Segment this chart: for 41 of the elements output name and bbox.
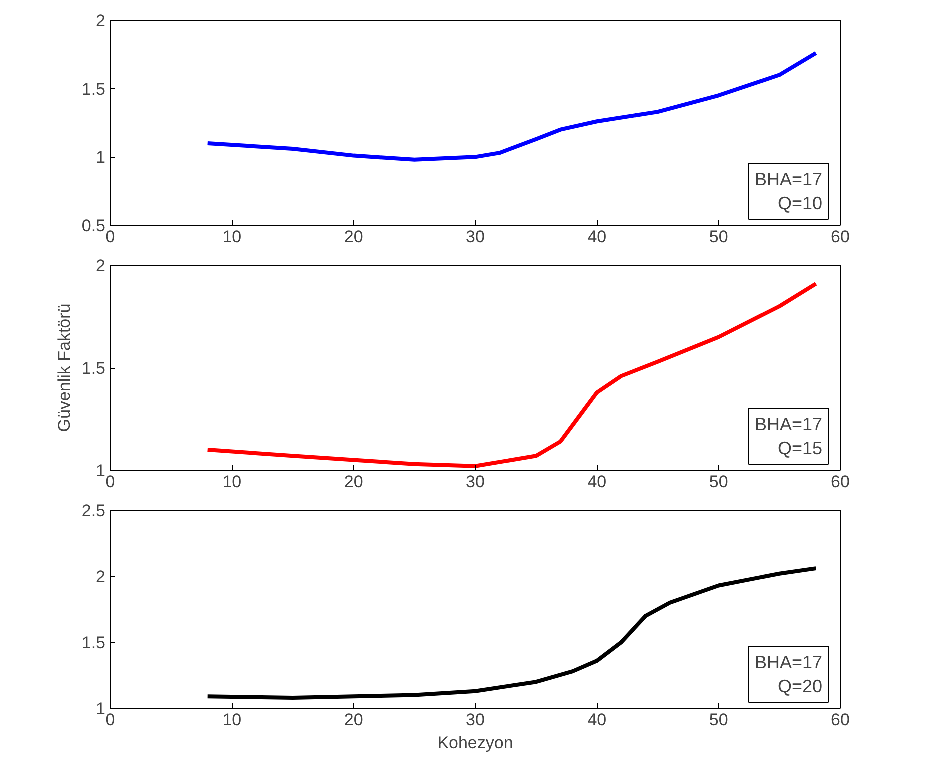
x-tick-label: 40 — [588, 710, 607, 730]
x-tick-label: 50 — [709, 472, 728, 492]
y-tick-label: 0.5 — [82, 216, 106, 236]
x-tick-label: 30 — [466, 710, 485, 730]
annotation: BHA=17 — [754, 652, 823, 672]
x-tick-label: 60 — [831, 228, 850, 246]
x-tick-label: 0 — [106, 472, 116, 492]
y-tick-label: 1.5 — [82, 359, 106, 378]
x-tick-label: 0 — [106, 710, 116, 730]
y-tick-label: 2 — [96, 568, 106, 586]
x-tick-label: 40 — [588, 472, 607, 492]
x-tick-label: 30 — [466, 472, 485, 492]
x-tick-label: 10 — [222, 228, 242, 246]
y-tick-label: 1 — [96, 700, 106, 718]
annotation: Q=15 — [778, 438, 823, 458]
x-tick-label: 30 — [466, 228, 485, 246]
x-tick-label: 20 — [344, 710, 364, 730]
x-tick-label: 60 — [831, 710, 850, 730]
annotation: Q=20 — [778, 676, 823, 696]
y-tick-label: 1 — [96, 148, 106, 168]
x-tick-label: 50 — [709, 710, 728, 730]
annotation: Q=10 — [778, 194, 823, 214]
y-axis-title: Güvenlik Faktörü — [54, 304, 74, 432]
x-tick-label: 20 — [344, 228, 364, 246]
annotation: BHA=17 — [754, 414, 823, 434]
x-tick-label: 50 — [709, 228, 728, 246]
x-tick-label: 60 — [831, 472, 850, 492]
y-tick-label: 2 — [96, 12, 106, 30]
x-tick-label: 40 — [588, 228, 607, 246]
y-tick-label: 1.5 — [82, 634, 106, 652]
x-tick-label: 10 — [222, 710, 242, 730]
y-tick-label: 1 — [96, 462, 106, 480]
y-tick-label: 2 — [96, 256, 106, 276]
x-axis-title: Kohezyon — [438, 734, 514, 752]
x-tick-label: 20 — [344, 472, 364, 492]
line-series — [206, 51, 818, 162]
x-tick-label: 0 — [106, 228, 116, 246]
y-tick-label: 1.5 — [82, 80, 106, 99]
annotation: BHA=17 — [754, 170, 823, 190]
x-tick-label: 10 — [222, 472, 242, 492]
y-tick-label: 2.5 — [82, 502, 106, 520]
